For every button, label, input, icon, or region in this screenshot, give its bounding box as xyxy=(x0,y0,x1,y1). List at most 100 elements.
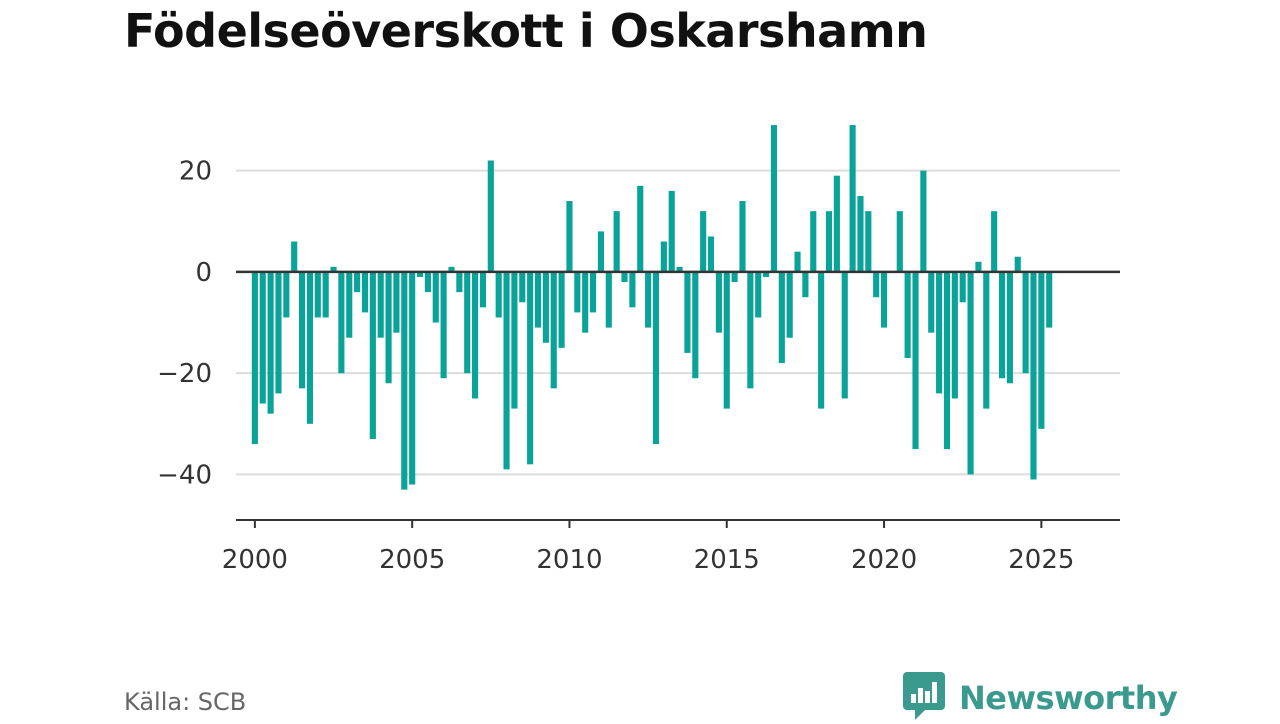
bar xyxy=(778,271,785,364)
newsworthy-logo[interactable]: Newsworthy xyxy=(903,672,1178,724)
x-tick-label: 2010 xyxy=(536,545,602,575)
bar xyxy=(542,271,549,343)
bar xyxy=(574,271,581,313)
bar xyxy=(857,195,864,272)
bar xyxy=(424,271,431,293)
y-tick-labels: −40 −20 0 20 xyxy=(157,157,212,491)
bar xyxy=(967,271,974,475)
bar xyxy=(991,211,998,272)
bar xyxy=(928,271,935,333)
bar xyxy=(338,271,345,374)
bar xyxy=(723,271,730,409)
bar xyxy=(896,211,903,272)
bar xyxy=(534,271,542,328)
bar xyxy=(1038,271,1045,429)
bar xyxy=(825,211,833,272)
bar xyxy=(692,271,699,379)
x-tick-label: 2000 xyxy=(222,545,288,575)
newsworthy-logo-icon xyxy=(903,672,945,724)
bars xyxy=(251,125,1053,490)
chart-title: Födelseöverskott i Oskarshamn xyxy=(124,4,928,58)
x-axis xyxy=(236,270,1120,528)
bar xyxy=(841,271,848,399)
bar xyxy=(401,271,408,490)
bar xyxy=(920,170,927,272)
bar xyxy=(959,271,966,303)
bar xyxy=(786,271,793,338)
bar xyxy=(951,271,958,399)
bar xyxy=(416,271,424,277)
bar xyxy=(448,266,455,272)
bar xyxy=(299,271,306,389)
bar xyxy=(684,271,691,353)
newsworthy-logo-text: Newsworthy xyxy=(959,679,1178,717)
bar xyxy=(306,271,313,424)
x-tick-label: 2025 xyxy=(1008,545,1074,575)
bar xyxy=(597,231,604,272)
bar xyxy=(259,271,266,404)
bar xyxy=(802,271,809,298)
bar xyxy=(936,271,943,394)
bar xyxy=(621,271,628,283)
bar xyxy=(794,251,801,272)
bar xyxy=(589,271,597,313)
bar xyxy=(251,271,258,445)
bar xyxy=(605,271,612,328)
bar xyxy=(275,271,282,394)
bar xyxy=(700,211,707,272)
bar xyxy=(676,266,683,272)
bar xyxy=(975,261,982,272)
bar xyxy=(314,271,321,318)
bar xyxy=(495,271,502,318)
bar xyxy=(747,271,754,389)
bar xyxy=(739,201,746,272)
bar xyxy=(912,271,919,450)
bar xyxy=(322,271,329,318)
bar xyxy=(377,271,384,338)
bar xyxy=(629,271,636,308)
bar xyxy=(645,271,652,328)
bar xyxy=(943,271,951,450)
bar xyxy=(527,271,534,465)
y-tick-label: 20 xyxy=(179,157,212,187)
bar xyxy=(660,241,667,272)
bar xyxy=(1022,271,1029,374)
bar xyxy=(267,271,274,414)
bar xyxy=(849,125,856,272)
bar xyxy=(354,271,361,293)
bar xyxy=(346,271,353,338)
bar xyxy=(637,185,644,272)
bar xyxy=(613,211,620,272)
bar xyxy=(487,160,494,272)
bar xyxy=(479,271,487,308)
bar xyxy=(283,271,290,318)
x-tick-label: 2005 xyxy=(379,545,445,575)
bar xyxy=(998,271,1006,379)
bar xyxy=(668,190,675,272)
bar xyxy=(763,271,770,277)
bar xyxy=(409,271,416,485)
bar xyxy=(393,271,400,333)
bar xyxy=(464,271,471,374)
bar xyxy=(731,271,738,283)
y-tick-label: −20 xyxy=(157,359,212,389)
bar xyxy=(833,175,840,272)
bar xyxy=(432,271,439,323)
bar xyxy=(865,211,872,272)
y-tick-label: 0 xyxy=(195,258,212,288)
bar xyxy=(472,271,479,399)
bar xyxy=(385,271,392,384)
bar xyxy=(873,271,880,298)
bar xyxy=(715,271,722,333)
bar xyxy=(361,271,369,313)
bar xyxy=(291,241,298,272)
y-tick-label: −40 xyxy=(157,460,212,490)
bar xyxy=(652,271,660,445)
bar xyxy=(818,271,825,409)
bar xyxy=(582,271,589,333)
bar xyxy=(566,201,573,272)
x-tick-label: 2015 xyxy=(694,545,760,575)
bar xyxy=(880,271,888,328)
bar xyxy=(456,271,463,293)
